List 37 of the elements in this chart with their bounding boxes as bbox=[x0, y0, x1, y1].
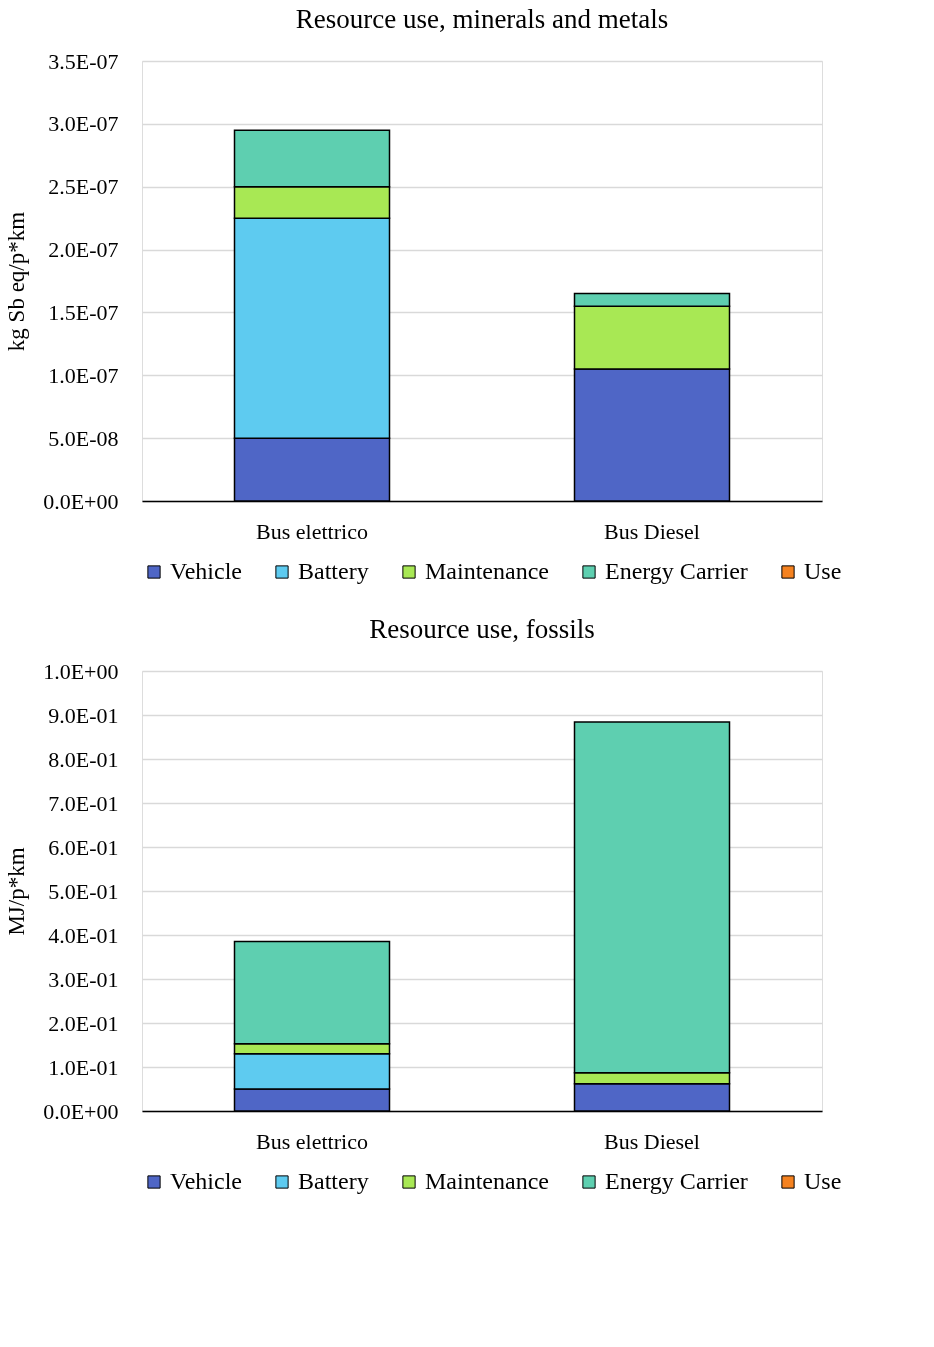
y-tick-label: 3.0E-07 bbox=[48, 111, 119, 137]
legend-label: Battery bbox=[298, 1168, 369, 1194]
y-tick-label: 9.0E-01 bbox=[48, 702, 119, 728]
legend-label: Maintenance bbox=[425, 1168, 549, 1194]
y-tick-label: 2.0E-07 bbox=[48, 237, 119, 263]
legend-label: Vehicle bbox=[170, 558, 242, 584]
x-tick-label: Bus elettrico bbox=[256, 1128, 368, 1154]
y-tick-label: 5.0E-01 bbox=[48, 878, 119, 904]
y-tick-label: 1.0E-07 bbox=[48, 362, 119, 388]
x-tick-label: Bus Diesel bbox=[604, 518, 700, 544]
y-tick-label: 3.0E-01 bbox=[48, 966, 119, 992]
y-axis-title: MJ/p*km bbox=[4, 847, 30, 936]
y-tick-label: 5.0E-08 bbox=[48, 425, 119, 451]
y-tick-label: 2.5E-07 bbox=[48, 174, 119, 200]
x-tick-label: Bus Diesel bbox=[604, 1128, 700, 1154]
legend-label: Battery bbox=[298, 558, 369, 584]
y-tick-label: 1.0E-01 bbox=[48, 1054, 119, 1080]
x-tick-label: Bus elettrico bbox=[256, 518, 368, 544]
y-tick-label: 0.0E+00 bbox=[43, 488, 119, 514]
legend-label: Energy Carrier bbox=[605, 1168, 748, 1194]
y-tick-label: 0.0E+00 bbox=[43, 1098, 119, 1124]
y-tick-label: 3.5E-07 bbox=[48, 48, 119, 74]
y-tick-label: 1.0E+00 bbox=[43, 658, 119, 684]
chart-title: Resource use, minerals and metals bbox=[295, 4, 669, 34]
y-axis-title: kg Sb eq/p*km bbox=[4, 211, 30, 352]
y-tick-label: 4.0E-01 bbox=[48, 922, 119, 948]
y-tick-label: 7.0E-01 bbox=[48, 790, 119, 816]
y-tick-label: 8.0E-01 bbox=[48, 746, 119, 772]
legend-label: Maintenance bbox=[425, 558, 549, 584]
y-tick-label: 2.0E-01 bbox=[48, 1010, 119, 1036]
y-tick-label: 6.0E-01 bbox=[48, 834, 119, 860]
legend-label: Use bbox=[804, 1168, 842, 1194]
legend-label: Energy Carrier bbox=[605, 558, 748, 584]
chart-title: Resource use, fossils bbox=[369, 614, 595, 644]
legend-label: Use bbox=[804, 558, 842, 584]
legend-label: Vehicle bbox=[170, 1168, 242, 1194]
y-tick-label: 1.5E-07 bbox=[48, 299, 119, 325]
